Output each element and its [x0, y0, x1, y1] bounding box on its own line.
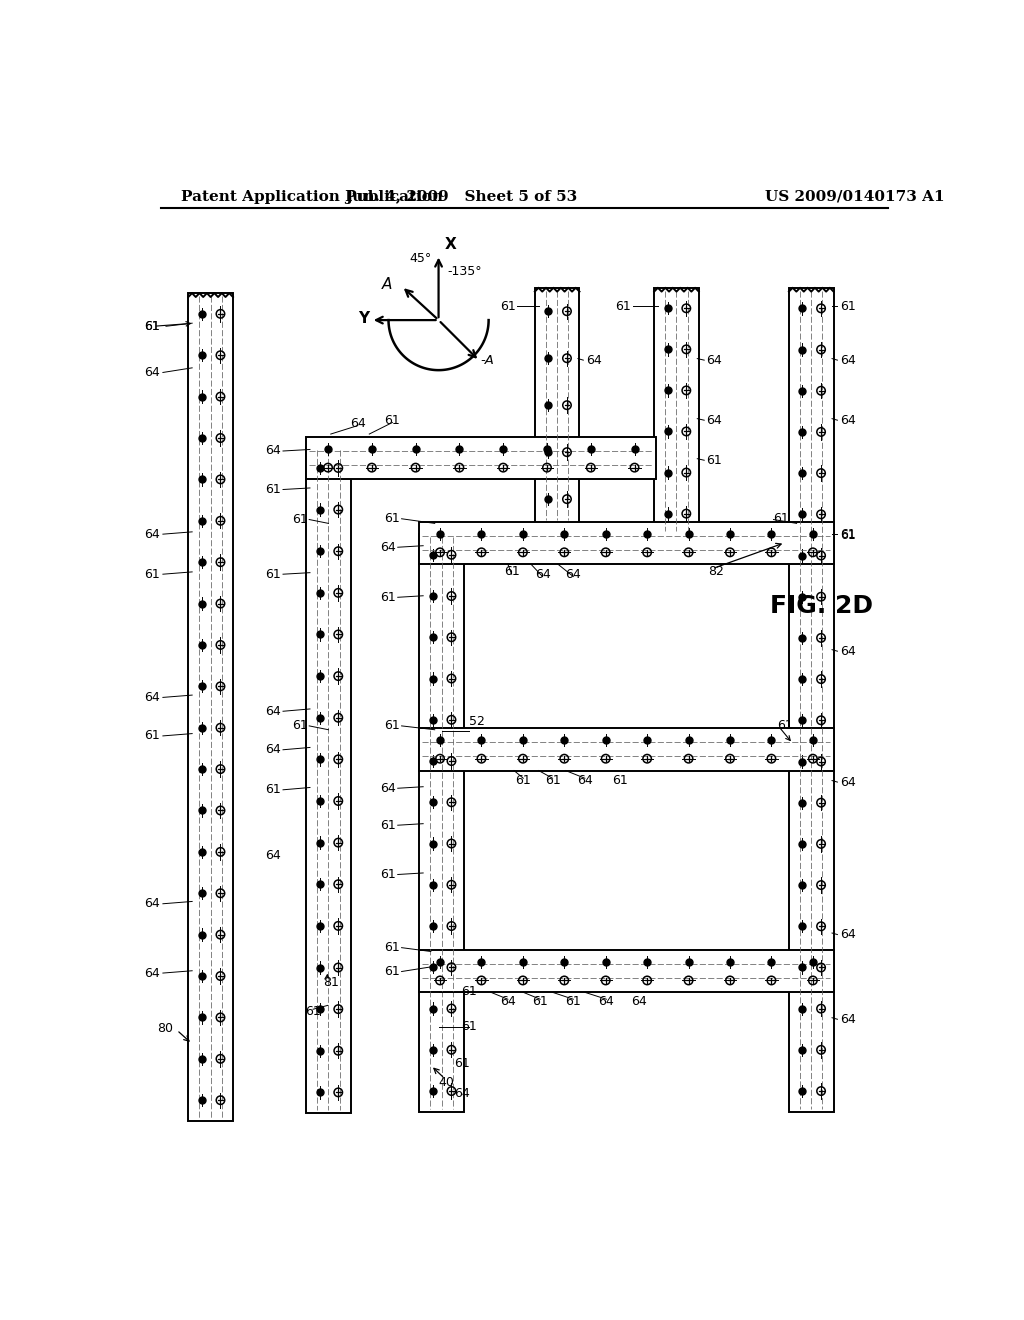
Text: 64: 64: [841, 413, 856, 426]
Text: 61: 61: [381, 818, 396, 832]
Text: 64: 64: [144, 966, 160, 979]
Text: 64: 64: [381, 781, 396, 795]
Text: Patent Application Publication: Patent Application Publication: [180, 190, 442, 203]
Text: 61: 61: [144, 319, 160, 333]
Text: 64: 64: [265, 849, 281, 862]
Text: 61: 61: [462, 985, 477, 998]
Text: 61: 61: [565, 995, 582, 1008]
Text: 61: 61: [265, 783, 281, 796]
Text: 61: 61: [515, 774, 531, 787]
Text: 61: 61: [384, 965, 400, 978]
Text: 61: 61: [381, 869, 396, 880]
Bar: [419, 950, 834, 993]
Text: 61: 61: [292, 719, 307, 733]
Text: 61: 61: [611, 774, 628, 787]
Bar: [654, 288, 698, 535]
Text: 61: 61: [707, 454, 722, 467]
Text: 64: 64: [841, 928, 856, 941]
Text: 64: 64: [587, 354, 602, 367]
Text: 64: 64: [144, 366, 160, 379]
Text: 64: 64: [381, 541, 396, 554]
Text: 61: 61: [841, 529, 856, 543]
Text: 64: 64: [577, 774, 593, 787]
Text: 82: 82: [708, 565, 724, 578]
Text: 45°: 45°: [410, 252, 431, 265]
Text: 61: 61: [454, 1056, 470, 1069]
Text: 61: 61: [773, 512, 790, 525]
Text: X: X: [444, 238, 457, 252]
Text: FIG. 2D: FIG. 2D: [770, 594, 872, 618]
Text: 64: 64: [565, 568, 582, 581]
Text: 61: 61: [384, 512, 400, 525]
Text: A: A: [382, 277, 392, 292]
Text: 61: 61: [384, 719, 400, 733]
Bar: [306, 447, 351, 1113]
Text: 61: 61: [462, 1020, 477, 1034]
Text: Jun. 4, 2009   Sheet 5 of 53: Jun. 4, 2009 Sheet 5 of 53: [345, 190, 578, 203]
Text: 61: 61: [384, 413, 400, 426]
Text: 64: 64: [265, 705, 281, 718]
Text: 61: 61: [381, 591, 396, 603]
Text: 61: 61: [841, 300, 856, 313]
Text: 64: 64: [265, 743, 281, 756]
Bar: [188, 293, 233, 1121]
Text: 64: 64: [144, 898, 160, 911]
Text: 64: 64: [841, 1012, 856, 1026]
Text: 61: 61: [144, 730, 160, 742]
Text: 64: 64: [707, 413, 722, 426]
Text: 64: 64: [841, 776, 856, 788]
Text: 61: 61: [144, 319, 160, 333]
Bar: [419, 521, 834, 564]
Text: 61: 61: [777, 719, 794, 733]
Text: 64: 64: [599, 995, 614, 1008]
Text: 61: 61: [841, 528, 856, 541]
Bar: [419, 535, 464, 1111]
Text: 64: 64: [144, 528, 160, 541]
Text: 61: 61: [615, 300, 631, 313]
Bar: [306, 437, 656, 479]
Text: 64: 64: [350, 417, 366, 430]
Text: 40: 40: [438, 1076, 455, 1089]
Text: 61: 61: [305, 1005, 321, 1018]
Text: 64: 64: [841, 644, 856, 657]
Text: 61: 61: [500, 300, 515, 313]
Text: 64: 64: [454, 1088, 470, 1101]
Text: 81: 81: [323, 975, 339, 989]
Bar: [419, 729, 834, 771]
Text: 61: 61: [265, 483, 281, 496]
Text: 61: 61: [504, 565, 519, 578]
Bar: [535, 288, 580, 523]
Text: 64: 64: [500, 995, 516, 1008]
Text: 64: 64: [265, 445, 281, 458]
Text: 61: 61: [292, 513, 307, 527]
Text: 61: 61: [265, 568, 281, 581]
Text: Y: Y: [358, 312, 370, 326]
Text: 64: 64: [144, 690, 160, 704]
Text: 61: 61: [144, 568, 160, 581]
Text: -135°: -135°: [447, 265, 482, 279]
Text: 52: 52: [469, 715, 485, 729]
Bar: [788, 288, 834, 1111]
Text: 64: 64: [631, 995, 646, 1008]
Text: 61: 61: [545, 774, 560, 787]
Text: 64: 64: [841, 354, 856, 367]
Text: 80: 80: [157, 1022, 173, 1035]
Text: 61: 61: [532, 995, 548, 1008]
Text: -A: -A: [480, 354, 494, 367]
Text: US 2009/0140173 A1: US 2009/0140173 A1: [765, 190, 944, 203]
Text: 61: 61: [384, 941, 400, 954]
Text: 64: 64: [535, 568, 550, 581]
Text: 64: 64: [707, 354, 722, 367]
